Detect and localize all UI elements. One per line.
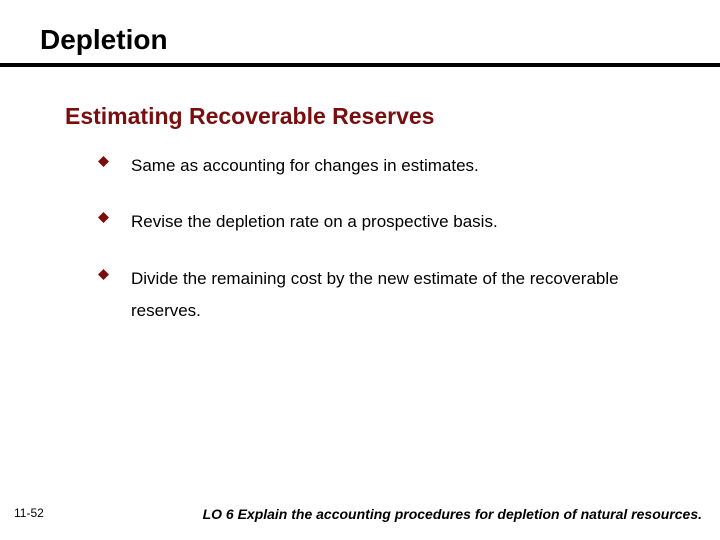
page-number: 11-52 <box>14 506 44 520</box>
list-item: Revise the depletion rate on a prospecti… <box>98 206 678 238</box>
diamond-bullet-icon <box>98 212 109 223</box>
footer-learning-objective: LO 6 Explain the accounting procedures f… <box>203 506 702 522</box>
slide-title: Depletion <box>40 24 168 56</box>
bullet-text: Same as accounting for changes in estima… <box>131 150 479 182</box>
list-item: Same as accounting for changes in estima… <box>98 150 678 182</box>
bullet-text: Divide the remaining cost by the new est… <box>131 263 678 328</box>
diamond-bullet-icon <box>98 269 109 280</box>
title-underline <box>0 63 720 67</box>
bullet-text: Revise the depletion rate on a prospecti… <box>131 206 498 238</box>
slide-subtitle: Estimating Recoverable Reserves <box>65 103 434 130</box>
list-item: Divide the remaining cost by the new est… <box>98 263 678 328</box>
bullet-list: Same as accounting for changes in estima… <box>98 150 678 351</box>
diamond-bullet-icon <box>98 156 109 167</box>
